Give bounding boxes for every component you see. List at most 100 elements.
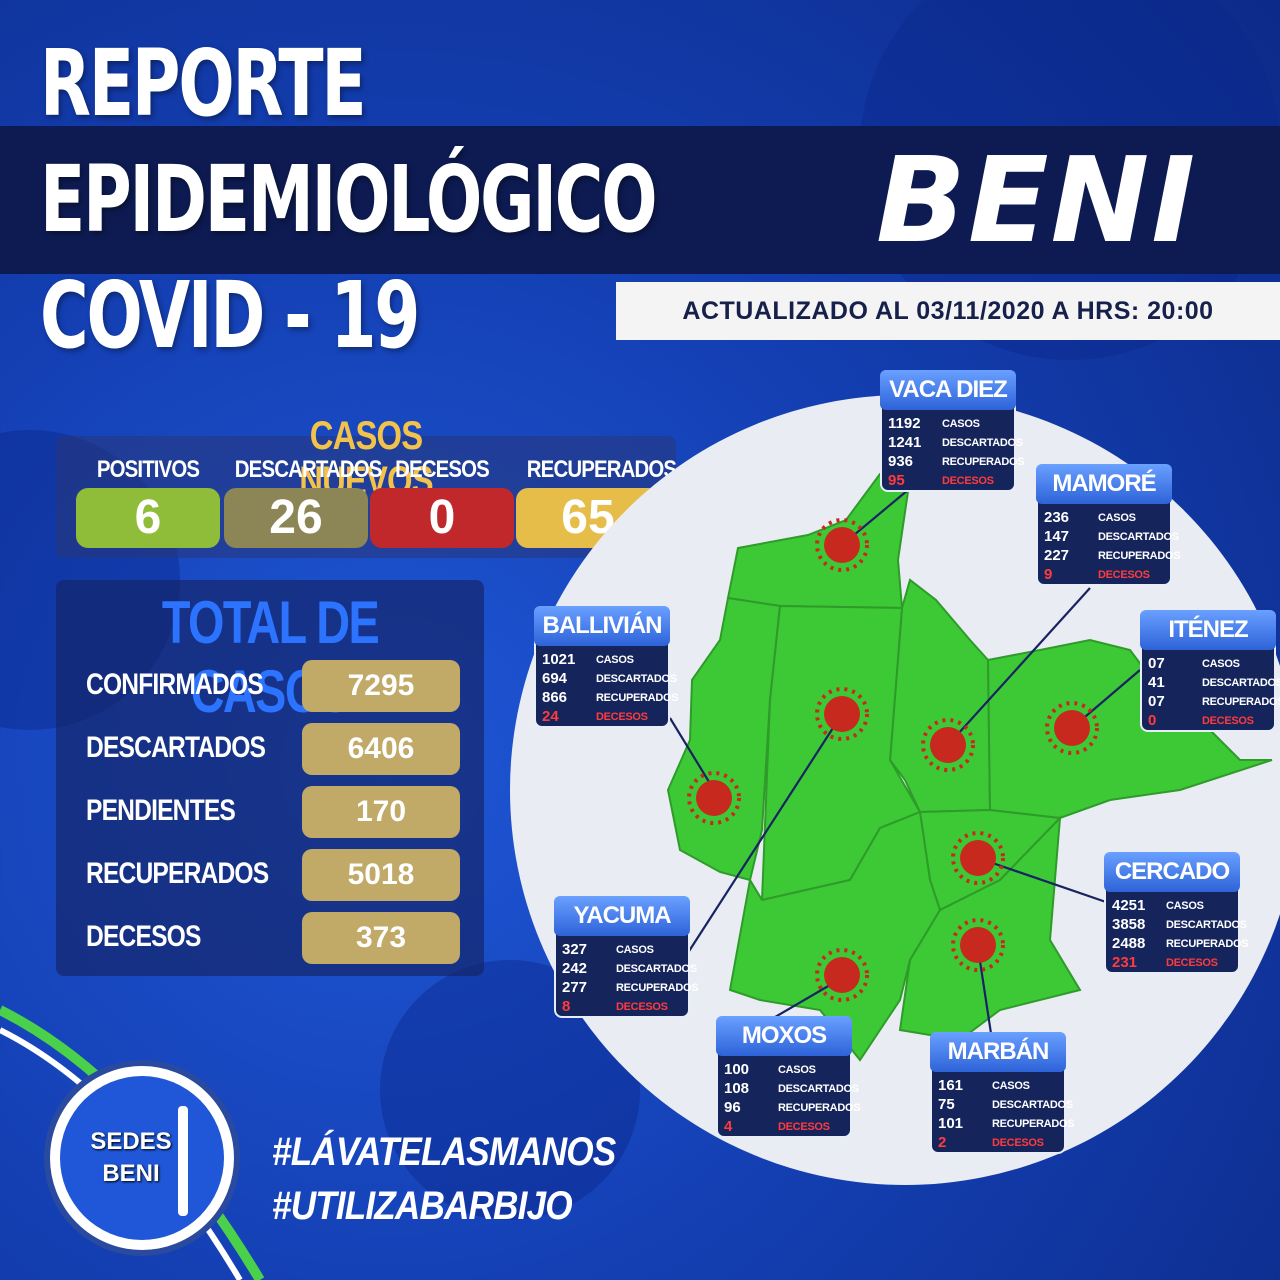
recovered-label: RECUPERADOS (942, 456, 1025, 468)
discarded-value: 108 (724, 1080, 750, 1097)
deaths-label: DECESOS (778, 1121, 830, 1133)
total-row-deaths: DECESOS 373 (86, 912, 466, 964)
recovered-label: RECUPERADOS (616, 982, 699, 994)
cases-label: CASOS (778, 1064, 816, 1076)
virus-icon (824, 527, 860, 563)
deaths-label: DECESOS (942, 475, 994, 487)
recovered-label: RECUPERADOS (992, 1118, 1075, 1130)
deaths-value: 0 (1148, 712, 1157, 729)
deaths-value: 4 (724, 1118, 733, 1135)
discarded-label: DESCARTADOS (1202, 677, 1280, 689)
total-cases-panel: TOTAL DE CASOS CONFIRMADOS 7295 DESCARTA… (56, 580, 484, 976)
total-value: 6406 (302, 723, 460, 775)
recovered-value: 101 (938, 1115, 964, 1132)
sedes-beni-logo: SEDES BENI (44, 1060, 240, 1256)
cases-value: 1021 (542, 651, 576, 668)
logo-badge: SEDES BENI (60, 1076, 224, 1240)
new-discarded-value: 26 (224, 488, 368, 548)
cases-value: 327 (562, 941, 588, 958)
recovered-value: 227 (1044, 547, 1070, 564)
region-name: BALLIVIÁN (534, 606, 670, 646)
region-name: MAMORÉ (1036, 464, 1172, 504)
leader-line-mamore (947, 587, 1091, 746)
hashtag-mask: #UTILIZABARBIJO (272, 1184, 573, 1228)
total-value: 7295 (302, 660, 460, 712)
recovered-value: 96 (724, 1099, 741, 1116)
total-row-recovered: RECUPERADOS 5018 (86, 849, 466, 901)
cases-value: 4251 (1112, 897, 1146, 914)
discarded-label: DESCARTADOS (1166, 919, 1247, 931)
deaths-label: DECESOS (616, 1001, 668, 1013)
total-label: DECESOS (86, 920, 201, 953)
recovered-value: 277 (562, 979, 588, 996)
new-cases-panel: CASOS NUEVOS POSITIVOS 6 DESCARTADOS 26 … (56, 414, 677, 558)
virus-icon (824, 957, 860, 993)
leader-line-ballivian (669, 717, 715, 791)
updated-banner: ACTUALIZADO AL 03/11/2020 A HRS: 20:00 (616, 282, 1280, 340)
deaths-value: 231 (1112, 954, 1138, 971)
virus-icon (1054, 710, 1090, 746)
virus-icon (824, 696, 860, 732)
deaths-value: 2 (938, 1134, 947, 1151)
card-mamore: MAMORÉ 236 CASOS 147 DESCARTADOS 227 RECUPE… (1036, 464, 1181, 586)
cases-label: CASOS (1098, 512, 1136, 524)
deaths-value: 9 (1044, 566, 1053, 583)
card-cercado: CERCADO 4251 CASOS 3858 DESCARTADOS 2488 RE… (1104, 852, 1249, 974)
discarded-value: 694 (542, 670, 568, 687)
new-positive-label: POSITIVOS (96, 456, 200, 483)
card-ballivian: BALLIVIÁN 1021 CASOS 694 DESCARTADOS 866 RE… (534, 606, 679, 728)
cases-label: CASOS (942, 418, 980, 430)
total-label: RECUPERADOS (86, 857, 269, 890)
cases-value: 100 (724, 1061, 750, 1078)
new-deaths-label: DECESOS (395, 456, 490, 483)
cases-value: 07 (1148, 655, 1165, 672)
cases-value: 236 (1044, 509, 1070, 526)
total-row-discarded: DESCARTADOS 6406 (86, 723, 466, 775)
region-name: ITÉNEZ (1140, 610, 1276, 650)
discarded-label: DESCARTADOS (942, 437, 1023, 449)
new-positive: POSITIVOS 6 (76, 456, 220, 548)
discarded-value: 147 (1044, 528, 1070, 545)
card-itenez: ITÉNEZ 07 CASOS 41 DESCARTADOS 07 RECUPERAD… (1140, 610, 1280, 732)
new-deaths: DECESOS 0 (370, 456, 514, 548)
discarded-value: 41 (1148, 674, 1165, 691)
total-label: PENDIENTES (86, 794, 236, 827)
deaths-label: DECESOS (596, 711, 648, 723)
leader-line-yacuma (681, 713, 843, 963)
card-marban: MARBÁN 161 CASOS 75 DESCARTADOS 101 RECUPER… (930, 1032, 1075, 1154)
logo-text-sedes: SEDES (90, 1128, 172, 1155)
region-name: MOXOS (716, 1016, 852, 1056)
discarded-value: 1241 (888, 434, 922, 451)
cases-value: 1192 (888, 415, 921, 432)
new-deaths-value: 0 (370, 488, 514, 548)
cases-label: CASOS (616, 944, 654, 956)
total-label: DESCARTADOS (86, 731, 266, 764)
recovered-label: RECUPERADOS (596, 692, 679, 704)
deaths-value: 24 (542, 708, 559, 725)
total-value: 5018 (302, 849, 460, 901)
deaths-label: DECESOS (992, 1137, 1044, 1149)
hashtag-wash-hands: #LÁVATELASMANOS (272, 1130, 616, 1174)
cases-label: CASOS (1202, 658, 1240, 670)
discarded-label: DESCARTADOS (778, 1083, 859, 1095)
region-title: BENI (876, 131, 1198, 269)
region-name: YACUMA (554, 896, 690, 936)
recovered-label: RECUPERADOS (1098, 550, 1181, 562)
leader-line-cercado (977, 856, 1107, 904)
card-yacuma: YACUMA 327 CASOS 242 DESCARTADOS 277 RECUPE… (554, 896, 699, 1018)
discarded-label: DESCARTADOS (1098, 531, 1179, 543)
total-row-pending: PENDIENTES 170 (86, 786, 466, 838)
card-vaca-diez: VACA DIEZ 1192 CASOS 1241 DESCARTADOS 936 R… (880, 370, 1025, 492)
total-value: 373 (302, 912, 460, 964)
region-name: VACA DIEZ (880, 370, 1016, 410)
total-label: CONFIRMADOS (86, 668, 264, 701)
deaths-value: 95 (888, 472, 905, 489)
cases-value: 161 (938, 1077, 964, 1094)
region-name: CERCADO (1104, 852, 1240, 892)
discarded-value: 242 (562, 960, 588, 977)
discarded-value: 75 (938, 1096, 955, 1113)
deaths-label: DECESOS (1098, 569, 1150, 581)
total-row-confirmed: CONFIRMADOS 7295 (86, 660, 466, 712)
region-name: MARBÁN (930, 1032, 1066, 1072)
